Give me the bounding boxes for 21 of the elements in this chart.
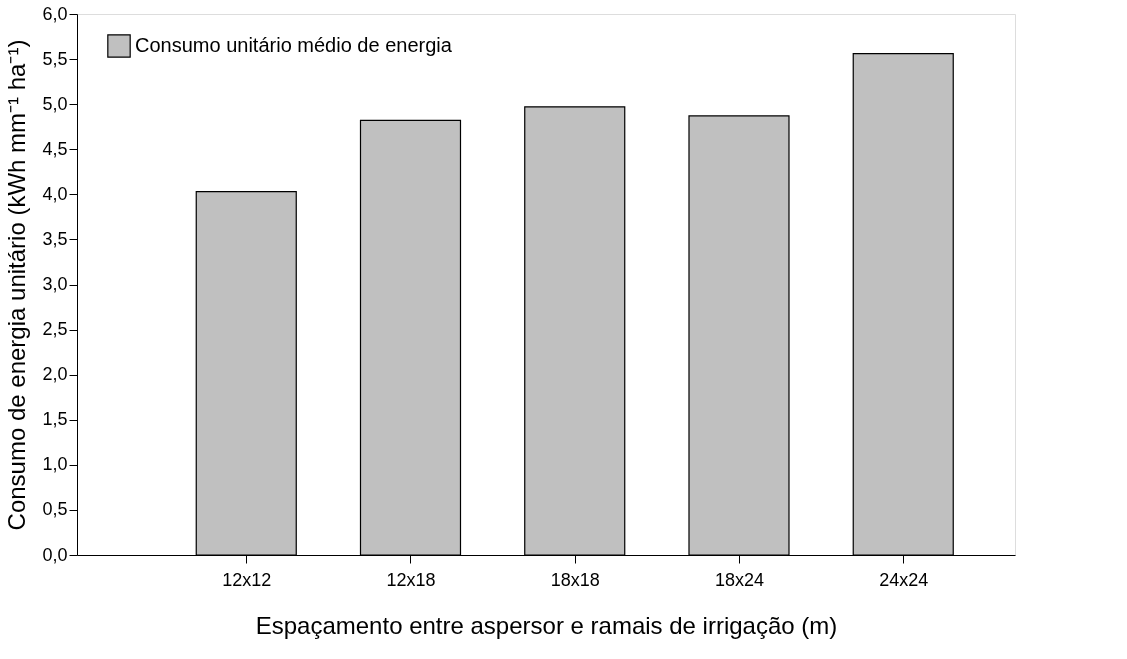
x-tick-label: 12x12	[222, 569, 272, 590]
y-axis-title: Consumo de energia unitário (kWh mm⁻¹ ha⁻¹)	[3, 39, 31, 531]
y-tick-label: 0,5	[42, 499, 68, 520]
x-tick-label: 18x24	[714, 569, 765, 590]
x-tick-label: 24x24	[879, 569, 929, 590]
y-tick-label: 1,0	[42, 454, 68, 475]
x-axis-title: Espaçamento entre aspersor e ramais de irrigação (m)	[255, 611, 838, 639]
y-tick-label: 4,5	[42, 138, 68, 159]
y-tick-label: 2,5	[42, 319, 68, 340]
y-tick-label: 3,5	[42, 228, 68, 249]
y-tick-label: 0,0	[42, 544, 68, 565]
y-tick-label: 3,0	[42, 274, 68, 294]
y-tick-label: 6,0	[42, 3, 68, 24]
y-tick-label: 5,0	[42, 93, 68, 114]
legend-label: Consumo unitário médio de energia	[135, 34, 453, 56]
x-tick-label: 12x18	[386, 569, 436, 590]
y-tick-label: 2,0	[42, 364, 68, 385]
y-tick-label: 5,5	[42, 48, 68, 69]
x-tick-label: 18x18	[550, 569, 600, 590]
y-tick-label: 4,0	[42, 183, 68, 204]
y-tick-label: 1,5	[42, 409, 68, 430]
